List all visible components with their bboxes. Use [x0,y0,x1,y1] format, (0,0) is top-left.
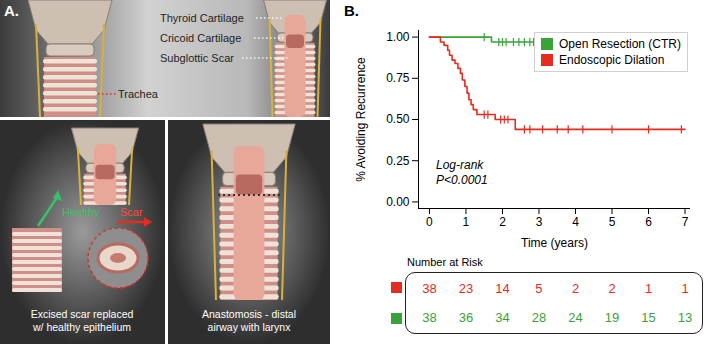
svg-text:Cricoid Cartilage: Cricoid Cartilage [160,32,241,44]
svg-text:38: 38 [422,310,436,325]
svg-text:2: 2 [572,281,579,296]
svg-text:Time (years): Time (years) [521,236,588,250]
svg-text:0.25: 0.25 [386,154,410,168]
svg-text:1: 1 [463,215,470,229]
svg-text:36: 36 [459,310,473,325]
svg-text:airway with larynx: airway with larynx [208,321,292,333]
html-text:B.: B. [344,2,359,19]
svg-text:1.00: 1.00 [386,30,410,44]
svg-text:5: 5 [609,215,616,229]
svg-text:34: 34 [495,310,509,325]
svg-text:0.00: 0.00 [386,195,410,209]
svg-text:Trachea: Trachea [118,88,159,100]
svg-text:13: 13 [678,310,692,325]
html-text:P<0.0001: P<0.0001 [436,173,488,187]
svg-text:% Avoiding Recurrence: % Avoiding Recurrence [354,57,368,182]
svg-text:0.50: 0.50 [386,112,410,126]
svg-text:4: 4 [572,215,579,229]
svg-text:19: 19 [605,310,619,325]
html-text:Number at Risk: Number at Risk [407,256,483,268]
svg-text:w/ healthy epithelium: w/ healthy epithelium [32,321,131,333]
svg-text:24: 24 [568,310,582,325]
html-text:Log-rank: Log-rank [436,158,484,172]
svg-text:15: 15 [641,310,655,325]
html-text:Open Resection (CTR): Open Resection (CTR) [559,37,681,51]
svg-text:3: 3 [536,215,543,229]
svg-text:14: 14 [495,281,509,296]
html-text:Endoscopic Dilation: Endoscopic Dilation [559,53,665,67]
svg-text:0.75: 0.75 [386,71,410,85]
svg-text:5: 5 [535,281,542,296]
svg-text:Anastomosis - distal: Anastomosis - distal [202,308,296,320]
svg-text:7: 7 [682,215,689,229]
svg-text:0: 0 [426,215,433,229]
svg-text:Subglottic Scar: Subglottic Scar [160,52,234,64]
svg-text:38: 38 [422,281,436,296]
svg-text:28: 28 [532,310,546,325]
svg-text:Thyroid Cartilage: Thyroid Cartilage [160,12,244,24]
svg-text:6: 6 [645,215,652,229]
svg-text:1: 1 [681,281,688,296]
html-text:A.: A. [4,2,19,19]
svg-text:2: 2 [608,281,615,296]
svg-text:Healthy: Healthy [62,206,100,218]
svg-text:Scar: Scar [120,206,143,218]
svg-text:23: 23 [459,281,473,296]
svg-text:2: 2 [499,215,506,229]
svg-text:1: 1 [645,281,652,296]
svg-text:Excised scar replaced: Excised scar replaced [31,308,134,320]
